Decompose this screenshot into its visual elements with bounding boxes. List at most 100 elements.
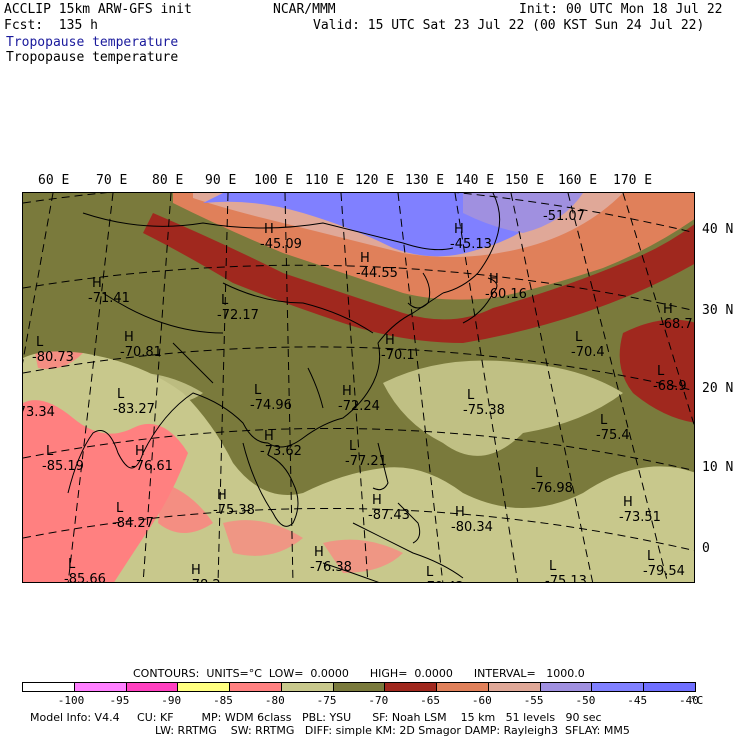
- longitude-label: 110 E: [305, 173, 345, 188]
- colorbar-tick-label: -90: [161, 694, 182, 707]
- latitude-label: 40 N: [702, 222, 734, 237]
- longitude-label: 140 E: [455, 173, 495, 188]
- center-value: -75.4: [596, 428, 630, 443]
- colorbar-swatch: [332, 682, 386, 692]
- colorbar-unit: °C: [690, 694, 704, 707]
- high-center-marker: H: [360, 251, 370, 266]
- center-value: -45.13: [450, 237, 492, 252]
- model-title: ACCLIP 15km ARW-GFS init: [4, 2, 192, 17]
- latitude-label: 0: [702, 541, 710, 556]
- center-value: -68.9: [653, 379, 687, 394]
- latitude-label: 10 N: [702, 460, 734, 475]
- high-center-marker: H: [92, 276, 102, 291]
- colorbar-tick-label: -80: [264, 694, 285, 707]
- center-value: -84.27: [112, 516, 154, 531]
- longitude-label: 90 E: [205, 173, 237, 188]
- high-center-marker: H: [455, 505, 465, 520]
- center-value: -75.38: [213, 503, 255, 518]
- colorbar-swatch: [177, 682, 231, 692]
- low-center-marker: L: [549, 559, 557, 574]
- colorbar-tick-label: -55: [523, 694, 544, 707]
- center-value: -72.24: [338, 399, 380, 414]
- center-value: -68.7: [659, 317, 693, 332]
- low-center-marker: L: [600, 413, 608, 428]
- center-value: -75.38: [463, 403, 505, 418]
- center-value: -77.21: [345, 454, 387, 469]
- high-center-marker: H: [191, 563, 201, 578]
- center-value: -83.27: [113, 402, 155, 417]
- colorbar-swatch: [643, 682, 696, 692]
- longitude-label: 70 E: [96, 173, 128, 188]
- valid-time: Valid: 15 UTC Sat 23 Jul 22 (00 KST Sun …: [313, 18, 705, 33]
- low-center-marker: L: [46, 444, 54, 459]
- low-center-marker: L: [575, 330, 583, 345]
- center-value: -45.09: [260, 237, 302, 252]
- graticule: [23, 193, 694, 582]
- center-value: -44.55: [356, 266, 398, 281]
- high-center-marker: H: [135, 444, 145, 459]
- coastlines: [67, 193, 501, 582]
- longitude-label: 170 E: [613, 173, 653, 188]
- low-center-marker: L: [657, 364, 665, 379]
- colorbar-swatch: [591, 682, 645, 692]
- model-info: Model Info: V4.4 CU: KF MP: WDM 6class P…: [30, 711, 602, 724]
- center-value: -85.19: [42, 459, 84, 474]
- colorbar-tick-label: -50: [575, 694, 596, 707]
- longitude-label: 150 E: [505, 173, 545, 188]
- colorbar-tick-label: -75: [316, 694, 337, 707]
- colorbar-tick-label: -70: [368, 694, 389, 707]
- high-center-marker: H: [489, 272, 499, 287]
- high-center-marker: H: [217, 488, 227, 503]
- center-value: -73.34: [23, 405, 55, 420]
- colorbar-swatch: [487, 682, 541, 692]
- center-value: -70.81: [120, 345, 162, 360]
- center-value: -51.07: [543, 209, 585, 224]
- colorbar-tick-label: -95: [109, 694, 130, 707]
- low-center-marker: L: [426, 565, 434, 580]
- high-center-marker: H: [264, 429, 274, 444]
- high-center-marker: H: [124, 330, 134, 345]
- dark-red-band: [143, 213, 694, 423]
- high-center-marker: H: [264, 222, 274, 237]
- center-value: -74.96: [250, 398, 292, 413]
- low-center-marker: L: [467, 388, 475, 403]
- center-value: -76.38: [310, 560, 352, 575]
- center-value: -80.34: [451, 520, 493, 535]
- field-title-blue: Tropopause temperature: [6, 35, 179, 50]
- low-center-marker: L: [68, 557, 76, 572]
- tropopause-temperature-map: H -45.09 H -44.55 H -45.13 -51.07 H -60.16 H -71.4…: [22, 192, 695, 583]
- high-center-marker: H: [372, 493, 382, 508]
- low-center-marker: L: [116, 501, 124, 516]
- longitude-label: 100 E: [254, 173, 294, 188]
- center-value: -85.66: [64, 572, 106, 583]
- colorbar-swatch: [229, 682, 282, 692]
- center-value: -60.16: [485, 287, 527, 302]
- colorbar-swatch: [22, 682, 75, 692]
- colorbar-swatch: [384, 682, 438, 692]
- warm-patch: [113, 360, 623, 456]
- low-center-marker: L: [647, 549, 655, 564]
- high-center-marker: H: [385, 333, 395, 348]
- colorbar-swatch: [539, 682, 593, 692]
- center-value: -79.42: [422, 580, 464, 583]
- center-value: -79.54: [643, 564, 685, 579]
- low-center-marker: L: [349, 439, 357, 454]
- low-center-marker: L: [36, 335, 44, 350]
- forecast-hour: Fcst: 135 h: [4, 18, 98, 33]
- center-value: -76.98: [531, 481, 573, 496]
- center-value: -70.4: [571, 345, 605, 360]
- longitude-label: 60 E: [38, 173, 70, 188]
- high-center-marker: H: [342, 384, 352, 399]
- longitude-label: 120 E: [355, 173, 395, 188]
- colorbar-tick-label: -100: [57, 694, 85, 707]
- colorbar-swatch: [280, 682, 334, 692]
- longitude-label: 130 E: [405, 173, 445, 188]
- colorbar-tick-label: -85: [213, 694, 233, 707]
- center-value: -76.61: [131, 459, 173, 474]
- physics-info: LW: RRTMG SW: RRTMG DIFF: simple KM: 2D …: [155, 724, 630, 737]
- center-value: -73.51: [619, 510, 661, 525]
- latitude-label: 30 N: [702, 303, 734, 318]
- org-label: NCAR/MMM: [273, 2, 336, 17]
- init-time: Init: 00 UTC Mon 18 Jul 22: [519, 2, 723, 17]
- contours-info: CONTOURS: UNITS=°C LOW= 0.0000 HIGH= 0.0…: [133, 667, 585, 680]
